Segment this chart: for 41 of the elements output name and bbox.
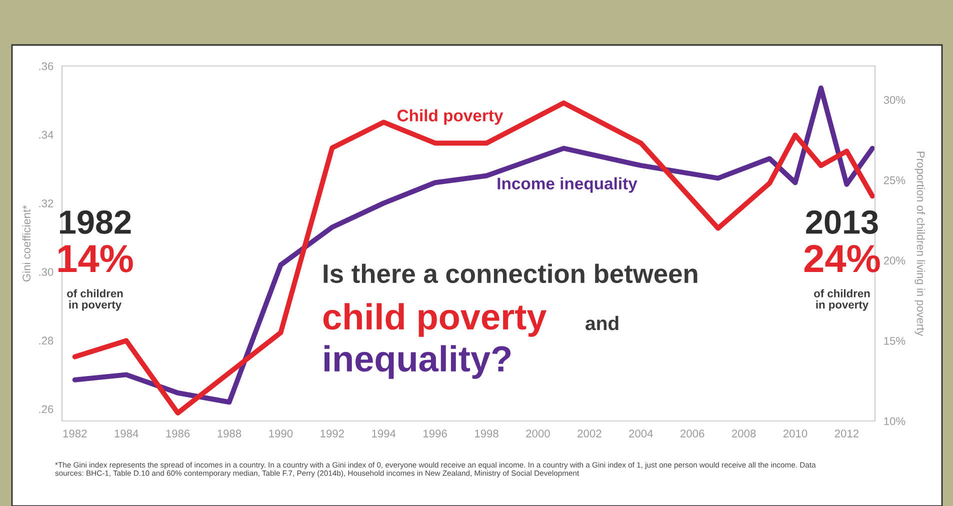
- y2-tick-label: 20%: [884, 256, 906, 264]
- annotation: 2013: [806, 210, 878, 234]
- y-tick-label: .30: [39, 268, 54, 276]
- x-tick-label: 2000: [526, 430, 550, 438]
- annotation: and: [586, 316, 618, 330]
- annotation: 24%: [804, 244, 880, 272]
- x-tick-label: 2008: [732, 430, 756, 438]
- y-tick-label: .34: [39, 130, 54, 139]
- x-tick-label: 2006: [680, 430, 704, 438]
- annotation: Is there a connection between: [324, 264, 698, 284]
- x-tick-label: 1984: [114, 430, 138, 438]
- annotation: child poverty: [323, 303, 547, 337]
- x-tick-label: 1990: [269, 430, 293, 438]
- x-tick-label: 2012: [834, 430, 858, 438]
- annotation: 14%: [58, 245, 133, 272]
- y2-tick-label: 15%: [884, 337, 906, 345]
- y-tick-label: .26: [39, 405, 54, 414]
- y2-tick-label: 25%: [884, 176, 906, 184]
- x-tick-label: 1994: [372, 430, 396, 438]
- x-tick-label: 1992: [320, 430, 344, 438]
- annotation: of children in poverty: [814, 289, 870, 311]
- x-tick-label: 1996: [424, 430, 447, 438]
- annotation: 1982: [60, 210, 131, 234]
- series-label: Income inequality: [498, 177, 638, 193]
- x-tick-label: 1988: [218, 430, 242, 438]
- y2-tick-label: 10%: [884, 417, 906, 426]
- y-axis-title: Gini coefficient*: [22, 205, 30, 282]
- series-label: Child poverty: [397, 109, 504, 125]
- x-tick-label: 1982: [63, 430, 87, 438]
- x-tick-label: 1998: [475, 430, 498, 438]
- y-tick-label: .32: [39, 199, 54, 208]
- x-tick-label: 2002: [578, 430, 602, 438]
- y2-tick-label: 30%: [884, 96, 906, 104]
- y-tick-label: .28: [39, 336, 54, 345]
- x-tick-label: 1986: [166, 430, 190, 438]
- annotation: inequality?: [324, 345, 511, 379]
- annotation: of children in poverty: [67, 289, 123, 311]
- y2-axis-title: Proportion of children living in poverty: [914, 152, 926, 336]
- x-tick-label: 2010: [783, 430, 808, 438]
- x-tick-label: 2004: [629, 430, 653, 438]
- y-tick-label: .36: [39, 62, 54, 70]
